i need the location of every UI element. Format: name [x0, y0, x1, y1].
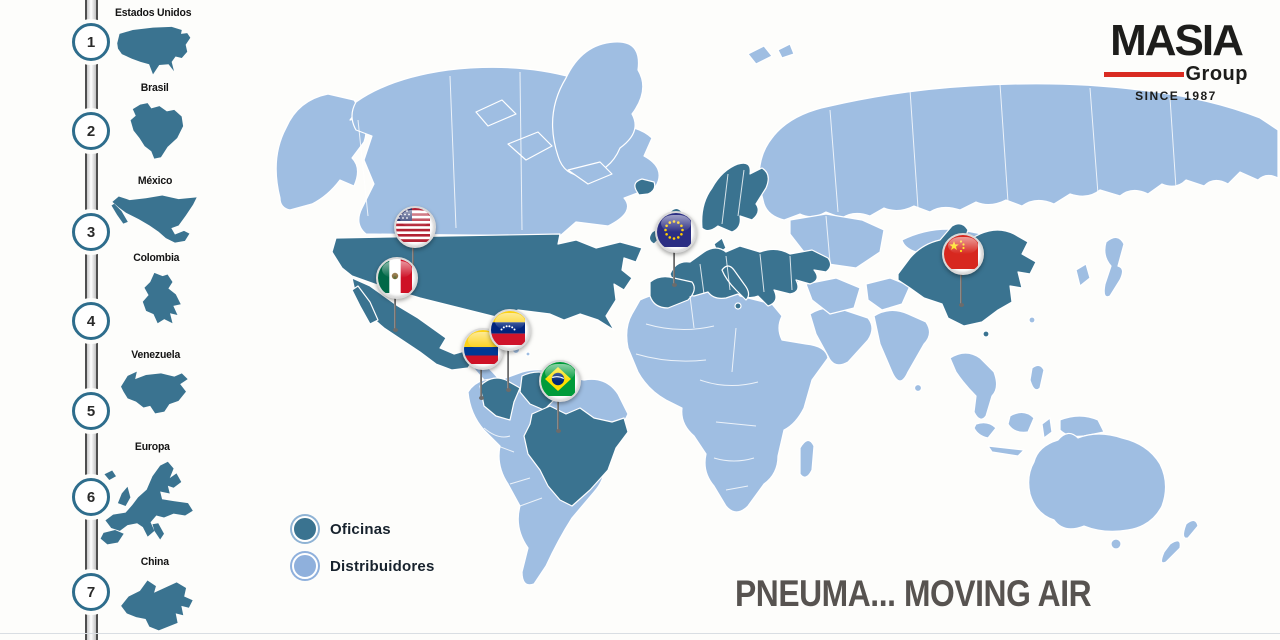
china-flag-icon [942, 233, 984, 275]
world-map [270, 28, 1280, 590]
logo-subtitle: Group [1185, 62, 1248, 85]
sidebar-number-7: 7 [72, 573, 110, 611]
colombia-silhouette-icon [142, 272, 181, 324]
distributors-dot-icon [292, 553, 318, 579]
number-label: 5 [86, 402, 96, 420]
legend-distributors-row: Distribuidores [292, 553, 434, 579]
number-label: 4 [86, 312, 96, 330]
country-label: China [140, 556, 170, 568]
offices-dot-icon [292, 516, 318, 542]
sidebar-number-6: 6 [72, 478, 110, 516]
china-silhouette-icon [121, 580, 193, 631]
number-label: 1 [86, 33, 96, 51]
country-label: Colombia [132, 252, 180, 264]
number-label: 7 [86, 583, 96, 601]
logo-title: MASIA [1110, 16, 1244, 65]
number-label: 6 [86, 488, 96, 506]
venezuela-flag-icon [489, 309, 531, 351]
country-label: Venezuela [131, 349, 181, 361]
sidebar-item-mexico: México [105, 175, 205, 249]
country-label: Estados Unidos [114, 7, 192, 19]
pin-stick [392, 276, 398, 332]
europa-silhouette-icon [100, 461, 193, 545]
office-countries [331, 162, 1037, 507]
brasil-silhouette-icon [130, 103, 184, 159]
distributor-countries [275, 41, 1279, 586]
country-label: Brasil [141, 82, 169, 94]
sidebar-number-1: 1 [72, 23, 110, 61]
pin-stick [555, 379, 561, 433]
sidebar-item-venezuela: Venezuela [108, 349, 204, 425]
offices-label: Oficinas [330, 520, 391, 538]
masia-group-logo: MASIA Group SINCE 1987 [1104, 16, 1248, 103]
tagline: PNEUMA... MOVING AIR [735, 573, 1092, 614]
logo-row: Group [1104, 63, 1248, 86]
sidebar-item-brasil: Brasil [110, 82, 200, 172]
sidebar-item-china: China [105, 556, 205, 636]
sidebar-number-2: 2 [72, 112, 110, 150]
sidebar-number-3: 3 [72, 213, 110, 251]
logo-since: SINCE 1987 [1135, 88, 1217, 103]
number-label: 2 [86, 122, 96, 140]
country-label: México [137, 175, 173, 187]
number-label: 3 [86, 223, 96, 241]
sidebar-item-colombia: Colombia [116, 252, 196, 352]
bottom-divider [0, 633, 1280, 634]
pin-stick [478, 347, 484, 400]
sidebar-item-estados-unidos: Estados Unidos [103, 7, 203, 79]
distributors-label: Distribuidores [330, 557, 435, 575]
pin-stick [958, 252, 964, 307]
mexico-silhouette-icon [111, 195, 197, 243]
world-map-svg [275, 41, 1279, 586]
european-union-flag-icon [655, 211, 697, 253]
pin-stick [505, 328, 511, 392]
mexico-flag-icon [376, 257, 418, 299]
sidebar-number-5: 5 [72, 392, 110, 430]
pin-stick [671, 230, 677, 287]
brazil-flag-icon [539, 360, 581, 402]
usa-flag-icon [394, 206, 436, 248]
usa-silhouette-icon [117, 26, 191, 75]
venezuela-silhouette-icon [121, 371, 188, 414]
map-legend: Oficinas Distribuidores [292, 516, 434, 579]
sidebar-item-europa: Europa [92, 441, 212, 553]
legend-offices-row: Oficinas [292, 516, 434, 542]
logo-red-line [1104, 71, 1184, 77]
sidebar-number-4: 4 [72, 302, 110, 340]
country-label: Europa [134, 441, 170, 453]
country-borders [357, 71, 1177, 507]
